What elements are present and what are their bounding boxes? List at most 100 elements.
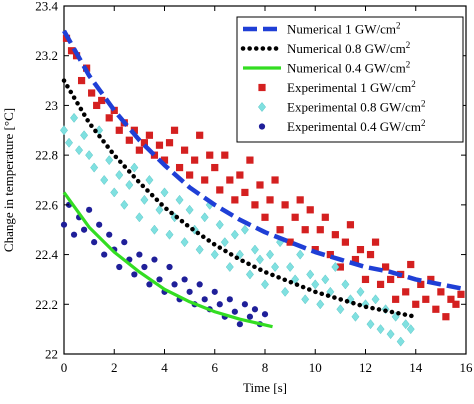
data-point — [96, 221, 103, 228]
data-point — [60, 221, 68, 228]
data-point — [160, 187, 169, 198]
x-tick-label: 4 — [161, 360, 168, 375]
legend-label: Experimental 0.8 GW/cm2 — [287, 99, 425, 115]
data-point — [412, 300, 420, 308]
data-point — [75, 145, 84, 156]
series-circle-points — [60, 201, 269, 328]
data-point — [141, 263, 148, 271]
data-point — [110, 187, 119, 198]
data-point — [392, 295, 400, 303]
data-point — [225, 261, 234, 273]
data-point — [231, 196, 239, 204]
y-tick-label: 22 — [45, 347, 58, 362]
data-point — [186, 288, 193, 295]
x-tick-label: 0 — [61, 360, 68, 375]
data-point — [401, 319, 410, 330]
data-point — [271, 176, 279, 184]
x-tick-label: 14 — [409, 360, 423, 375]
data-point — [93, 101, 101, 110]
data-point — [266, 196, 274, 204]
data-point — [210, 249, 219, 260]
data-point — [402, 288, 410, 296]
data-point — [226, 176, 234, 184]
data-point — [261, 213, 269, 221]
data-point — [407, 260, 415, 269]
legend-entry: Experimental 1 GW/cm2 — [258, 79, 416, 95]
x-tick-label: 12 — [359, 360, 372, 375]
data-point — [120, 199, 129, 210]
data-point — [81, 226, 88, 233]
data-point — [361, 275, 370, 284]
data-point — [226, 296, 233, 303]
data-point — [286, 238, 294, 246]
data-point — [160, 156, 169, 164]
data-point — [65, 137, 74, 148]
data-point — [356, 246, 365, 254]
legend-entry: Numerical 0.8 GW/cm2 — [240, 40, 410, 56]
data-point — [98, 96, 106, 105]
data-point — [155, 204, 164, 215]
data-point — [336, 304, 345, 315]
data-point — [326, 286, 335, 297]
data-point — [67, 47, 76, 55]
data-point — [201, 176, 209, 184]
data-point — [151, 256, 158, 263]
data-point — [341, 279, 350, 290]
data-point — [311, 246, 319, 254]
data-point — [250, 244, 259, 255]
data-point — [296, 249, 305, 260]
data-point — [351, 255, 360, 264]
data-point — [241, 301, 248, 308]
data-point — [186, 171, 194, 179]
data-point — [175, 194, 184, 205]
data-point — [196, 131, 204, 139]
data-point — [376, 280, 385, 288]
data-point — [155, 141, 164, 149]
data-point — [276, 226, 284, 234]
data-point — [341, 238, 349, 246]
data-point — [145, 174, 154, 186]
data-point — [251, 201, 259, 209]
x-axis-label: Time [s] — [243, 380, 287, 395]
data-point — [236, 321, 243, 328]
y-tick-label: 22.6 — [35, 197, 58, 212]
data-point — [406, 324, 415, 335]
data-point — [195, 244, 204, 255]
data-point — [116, 263, 123, 271]
data-point — [121, 239, 128, 246]
data-point — [271, 261, 280, 273]
data-point — [230, 229, 239, 240]
data-point — [260, 279, 270, 290]
data-point — [231, 308, 238, 315]
legend-box — [236, 16, 464, 143]
y-tick-label: 22.4 — [35, 247, 58, 262]
data-point — [200, 212, 209, 223]
data-point — [86, 206, 93, 213]
data-point — [131, 271, 138, 278]
data-point — [115, 170, 124, 181]
data-point — [331, 231, 339, 239]
x-axis: 0 2 4 6 8 10 12 14 16 — [61, 6, 473, 375]
data-point — [125, 136, 133, 144]
data-point — [427, 275, 435, 284]
legend-label: Experimental 1 GW/cm2 — [287, 79, 416, 95]
data-point — [316, 226, 324, 234]
legend-entry: Experimental 0.8 GW/cm2 — [257, 99, 425, 115]
legend-swatch-marker — [257, 101, 267, 113]
series-layer — [59, 29, 467, 347]
data-point — [256, 181, 264, 189]
data-point — [366, 250, 375, 259]
x-tick-label: 10 — [309, 360, 322, 375]
legend: Numerical 1 GW/cm2 Numerical 0.8 GW/cm2 Nu… — [236, 16, 464, 143]
data-point — [366, 319, 375, 330]
data-point — [211, 288, 218, 295]
data-point — [437, 288, 445, 296]
data-point — [185, 204, 194, 215]
data-point — [180, 237, 189, 248]
data-point — [130, 162, 139, 173]
y-tick-label: 22.8 — [35, 148, 58, 163]
legend-swatch-marker — [258, 123, 266, 130]
data-point — [246, 156, 254, 164]
data-point — [371, 294, 380, 305]
